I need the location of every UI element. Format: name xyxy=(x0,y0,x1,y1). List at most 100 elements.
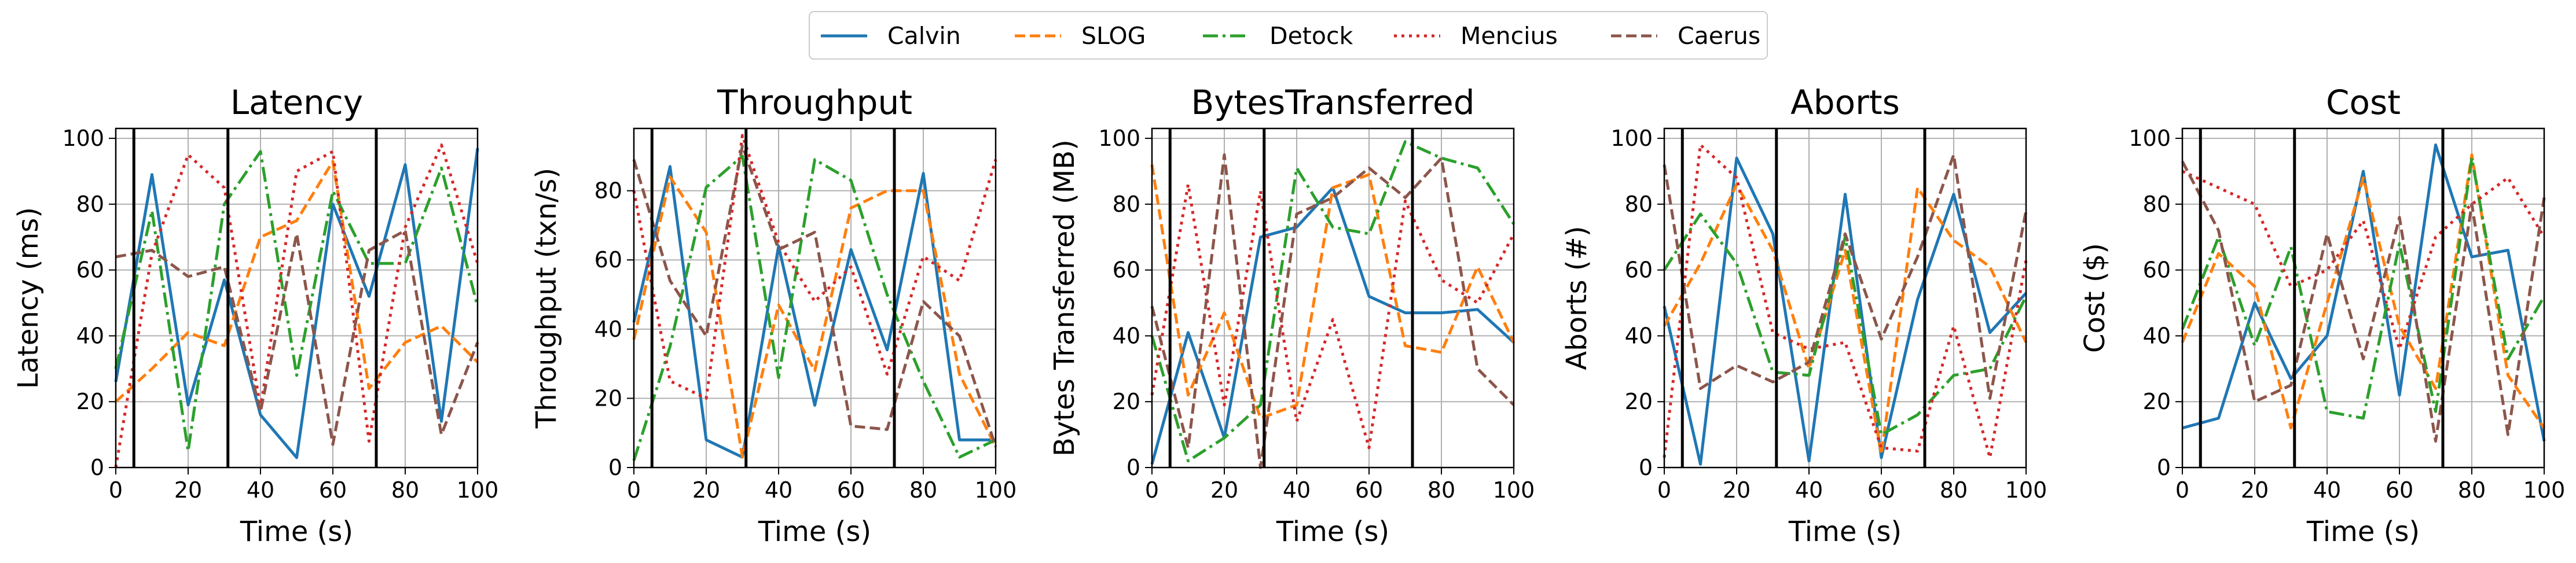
legend-entry: Detock xyxy=(1203,22,1353,50)
x-tick-label: 60 xyxy=(1867,477,1895,503)
x-tick-label: 40 xyxy=(1283,477,1311,503)
x-tick-label: 100 xyxy=(975,477,1017,503)
x-tick-label: 60 xyxy=(1355,477,1383,503)
x-tick-label: 40 xyxy=(2313,477,2341,503)
x-tick-label: 20 xyxy=(1723,477,1751,503)
series-line-caerus xyxy=(115,229,479,446)
series-line-caerus xyxy=(1663,153,2028,400)
plot-frame xyxy=(633,127,997,469)
series-line-calvin xyxy=(632,165,996,459)
chart-title: Latency xyxy=(230,83,363,122)
legend-entry: Mencius xyxy=(1394,22,1558,50)
y-tick-label: 60 xyxy=(595,247,622,273)
series-line-mencius xyxy=(1663,143,2028,459)
chart-title: Cost xyxy=(2326,83,2401,122)
x-tick-label: 20 xyxy=(2241,477,2269,503)
series-line-detock xyxy=(1150,140,1515,463)
series-line-mencius xyxy=(114,143,479,468)
series-line-detock xyxy=(114,150,479,453)
x-tick-label: 100 xyxy=(1493,477,1535,503)
x-tick-label: 80 xyxy=(2458,477,2486,503)
legend-frame xyxy=(809,11,1768,60)
chart-latency: 0 20 40 60 80 100 0 20 40 60 80 100 Latency Time (s) L… xyxy=(12,83,498,548)
x-tick-label: 0 xyxy=(1657,477,1671,503)
x-tick-label: 60 xyxy=(2386,477,2413,503)
y-tick-label: 0 xyxy=(2157,455,2171,480)
x-tick-label: 80 xyxy=(1428,477,1455,503)
y-tick-label: 20 xyxy=(1625,389,1653,414)
x-axis-label: Time (s) xyxy=(758,516,871,548)
series-line-slog xyxy=(115,160,479,403)
y-axis-label: Aborts (#) xyxy=(1561,226,1593,370)
series-line-calvin xyxy=(114,148,479,459)
y-tick-label: 40 xyxy=(2143,323,2171,348)
y-axis-label: Latency (ms) xyxy=(12,207,45,389)
chart-aborts: 0 20 40 60 80 100 0 20 40 60 80 100 Aborts Time (s) Ab… xyxy=(1561,83,2047,548)
series-line-detock xyxy=(2181,156,2546,420)
x-tick-label: 100 xyxy=(2005,477,2047,503)
series-line-calvin xyxy=(2182,143,2546,441)
series-line-caerus xyxy=(1150,153,1515,469)
series-line-caerus xyxy=(2181,160,2546,443)
legend-label-caerus: Caerus xyxy=(1678,22,1760,50)
legend-label-calvin: Calvin xyxy=(887,22,961,50)
series-line-mencius xyxy=(1150,183,1515,450)
x-tick-label: 40 xyxy=(765,477,792,503)
x-tick-label: 100 xyxy=(2523,477,2566,503)
y-tick-label: 100 xyxy=(1098,126,1140,151)
plot-frame xyxy=(1663,127,2027,469)
x-tick-label: 20 xyxy=(1210,477,1238,503)
x-axis-label: Time (s) xyxy=(1276,516,1389,548)
y-tick-label: 60 xyxy=(2143,257,2171,283)
legend-entry: Caerus xyxy=(1611,22,1760,50)
chart-title: BytesTransferred xyxy=(1191,83,1474,122)
chart-bytestransferred: 0 20 40 60 80 100 0 20 40 60 80 100 BytesTransferred… xyxy=(1048,83,1535,548)
y-tick-label: 40 xyxy=(1113,323,1140,348)
y-tick-label: 60 xyxy=(1625,257,1653,283)
y-tick-label: 60 xyxy=(76,257,104,283)
x-axis-label: Time (s) xyxy=(240,516,353,548)
y-tick-label: 20 xyxy=(1113,389,1140,414)
chart-cost: 0 20 40 60 80 100 0 20 40 60 80 100 Cost Time (s) Cost… xyxy=(2079,83,2565,548)
y-tick-label: 40 xyxy=(76,323,104,348)
y-tick-label: 100 xyxy=(62,126,104,151)
x-tick-label: 0 xyxy=(1145,477,1159,503)
x-axis-label: Time (s) xyxy=(2306,516,2420,548)
y-axis-label: Throughput (txn/s) xyxy=(530,168,563,429)
legend-label-detock: Detock xyxy=(1269,22,1353,50)
y-tick-label: 0 xyxy=(1126,455,1140,480)
x-tick-label: 100 xyxy=(457,477,499,503)
y-tick-label: 80 xyxy=(1625,192,1653,217)
y-tick-label: 80 xyxy=(2143,192,2171,217)
x-tick-label: 80 xyxy=(1940,477,1968,503)
x-tick-label: 40 xyxy=(247,477,274,503)
y-tick-label: 80 xyxy=(595,178,622,204)
x-tick-label: 60 xyxy=(319,477,347,503)
y-tick-label: 20 xyxy=(76,389,104,414)
x-tick-label: 0 xyxy=(109,477,123,503)
y-tick-label: 0 xyxy=(1639,455,1653,480)
y-tick-label: 100 xyxy=(2129,126,2171,151)
plot-frame xyxy=(115,127,479,469)
series-line-mencius xyxy=(632,134,997,400)
y-tick-label: 100 xyxy=(1610,126,1653,151)
x-tick-label: 0 xyxy=(627,477,641,503)
x-tick-label: 80 xyxy=(909,477,937,503)
y-axis-label: Cost ($) xyxy=(2079,243,2111,353)
x-tick-label: 80 xyxy=(391,477,419,503)
chart-throughput: 0 20 40 60 80 100 0 20 40 60 80 Throughput Time (s) T… xyxy=(530,83,1017,548)
legend-label-slog: SLOG xyxy=(1081,22,1146,50)
x-axis-label: Time (s) xyxy=(1788,516,1902,548)
plot-frame xyxy=(2181,127,2545,469)
x-tick-label: 20 xyxy=(692,477,720,503)
y-tick-label: 60 xyxy=(1113,257,1140,283)
x-tick-label: 60 xyxy=(837,477,865,503)
y-tick-label: 20 xyxy=(2143,389,2171,414)
x-tick-label: 20 xyxy=(174,477,202,503)
series-line-slog xyxy=(1663,183,2028,456)
y-tick-label: 80 xyxy=(1113,192,1140,217)
x-tick-label: 0 xyxy=(2175,477,2189,503)
legend-entry: SLOG xyxy=(1015,22,1146,50)
legend-entry: Calvin xyxy=(821,22,961,50)
